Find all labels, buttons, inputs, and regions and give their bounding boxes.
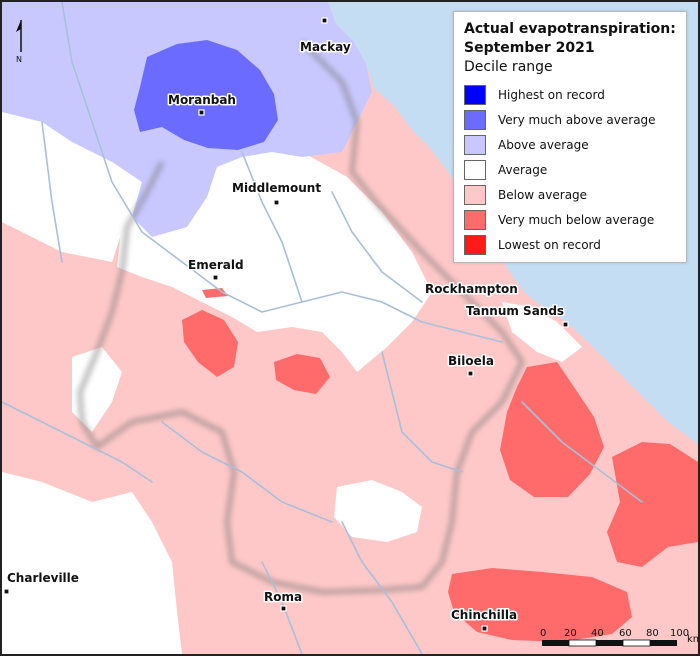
- region-average-basin: [334, 480, 422, 542]
- legend-item-above: Above average: [464, 132, 676, 157]
- town-marker: [321, 17, 328, 24]
- legend-item-average: Average: [464, 157, 676, 182]
- region-very-much-below-southeast: [607, 442, 698, 567]
- town-label: Middlemount: [232, 181, 321, 195]
- town-charleville[interactable]: Charleville: [3, 570, 80, 595]
- town-emerald[interactable]: Emerald: [187, 257, 245, 281]
- scale-tick-60: 60: [619, 628, 632, 639]
- scale-tick-20: 20: [564, 628, 577, 639]
- legend-title: Actual evapotranspiration: September 202…: [464, 20, 676, 58]
- region-very-much-below-emerald: [182, 310, 238, 377]
- scale-tick-80: 80: [646, 628, 659, 639]
- north-arrow-icon: N: [16, 20, 22, 64]
- town-rockhampton[interactable]: Rockhampton: [424, 281, 520, 298]
- scale-segment: [568, 639, 597, 647]
- legend-swatch: [464, 134, 486, 155]
- scale-segment: [596, 640, 623, 646]
- town-label: Chinchilla: [451, 608, 517, 622]
- scale-bar: 0 20 40 60 80 100 km: [540, 628, 698, 647]
- town-label: Rockhampton: [425, 282, 518, 296]
- town-middlemount[interactable]: Middlemount: [231, 180, 323, 206]
- legend-swatch: [464, 84, 486, 105]
- town-chinchilla[interactable]: Chinchilla: [450, 607, 519, 632]
- legend-label: Highest on record: [498, 87, 605, 102]
- town-marker: [467, 370, 474, 377]
- town-roma[interactable]: Roma: [263, 589, 304, 612]
- legend-label: Below average: [498, 187, 588, 202]
- legend-item-very-much-below: Very much below average: [464, 207, 676, 232]
- legend-swatch: [464, 234, 486, 255]
- region-average-west: [72, 347, 122, 432]
- legend: Actual evapotranspiration: September 202…: [453, 11, 687, 263]
- town-marker: [273, 199, 280, 206]
- legend-label: Average: [498, 162, 548, 177]
- town-tannum-sands[interactable]: Tannum Sands: [465, 303, 569, 328]
- scale-tick-0: 0: [540, 628, 546, 639]
- river-network: [2, 2, 643, 654]
- region-very-much-above-average: [134, 40, 278, 150]
- region-very-much-below-east: [500, 362, 604, 497]
- legend-label: Very much below average: [498, 212, 655, 227]
- town-label: Tannum Sands: [466, 304, 564, 318]
- town-label: Moranbah: [168, 93, 236, 107]
- legend-item-highest: Highest on record: [464, 82, 676, 107]
- legend-label: Very much above average: [498, 112, 656, 127]
- region-very-much-below-chinchilla: [448, 568, 632, 642]
- legend-title-line2: September 2021: [464, 40, 595, 56]
- town-label: Mackay: [300, 40, 351, 54]
- town-biloela[interactable]: Biloela: [447, 353, 495, 377]
- legend-swatch: [464, 184, 486, 205]
- town-label: Roma: [264, 590, 302, 604]
- scale-segment: [542, 640, 569, 646]
- town-marker: [212, 274, 219, 281]
- scale-tick-100: 100: [670, 628, 689, 639]
- town-marker: [3, 588, 10, 595]
- town-marker: [481, 625, 488, 632]
- town-label: Emerald: [188, 258, 244, 272]
- legend-swatch: [464, 159, 486, 180]
- town-marker: [562, 321, 569, 328]
- region-average-coast: [502, 302, 582, 362]
- region-average-southwest: [2, 472, 182, 654]
- catchment-boundary-shadow: [77, 40, 525, 595]
- legend-item-lowest: Lowest on record: [464, 232, 676, 257]
- scale-segment: [650, 640, 677, 646]
- region-very-much-below-small: [202, 288, 228, 298]
- legend-label: Lowest on record: [498, 237, 601, 252]
- legend-swatch: [464, 209, 486, 230]
- town-marker: [198, 109, 205, 116]
- legend-subtitle: Decile range: [464, 59, 553, 75]
- legend-title-line1: Actual evapotranspiration:: [464, 21, 676, 37]
- scale-unit: km: [687, 634, 698, 645]
- scale-tick-40: 40: [591, 628, 604, 639]
- region-very-much-below-central: [274, 354, 330, 394]
- legend-item-below: Below average: [464, 182, 676, 207]
- town-label: Biloela: [448, 354, 494, 368]
- north-label: N: [16, 55, 22, 64]
- legend-item-very-much-above: Very much above average: [464, 107, 676, 132]
- town-label: Charleville: [7, 571, 79, 585]
- town-marker: [280, 605, 287, 612]
- town-moranbah[interactable]: Moranbah: [167, 92, 237, 116]
- legend-swatch: [464, 109, 486, 130]
- legend-label: Above average: [498, 137, 589, 152]
- towns: Mackay Moranbah Middlemount Emerald Rock…: [3, 17, 569, 632]
- scale-segment: [622, 639, 651, 647]
- town-mackay[interactable]: Mackay: [299, 17, 352, 56]
